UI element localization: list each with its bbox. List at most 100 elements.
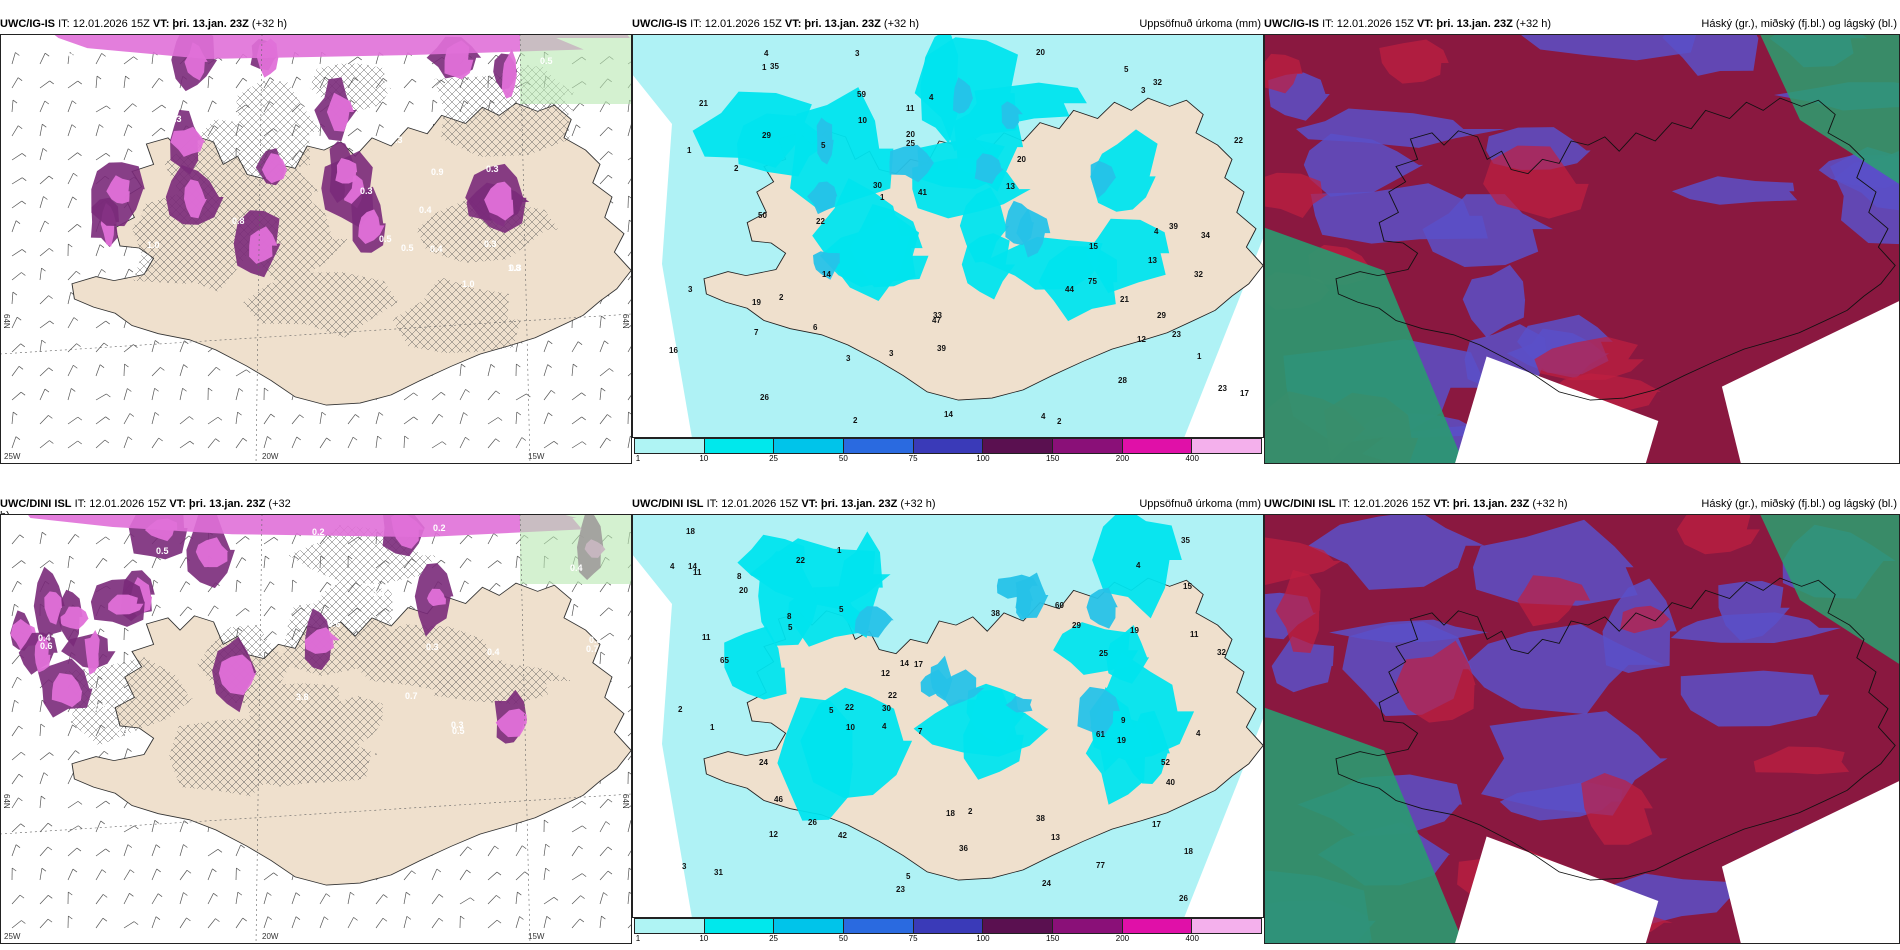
colorbar-swatch xyxy=(1192,439,1262,453)
cloud-value-label: 0.3 xyxy=(426,642,439,652)
precip-value-label: 12 xyxy=(1137,335,1146,344)
colorbar-label: 150 xyxy=(1045,454,1060,463)
field-description: Uppsöfnuð úrkoma (mm) xyxy=(1139,18,1261,30)
precip-value-label: 20 xyxy=(739,586,748,595)
valid-time-label: VT: xyxy=(1433,498,1450,510)
precip-value-label: 10 xyxy=(858,116,867,125)
precip-value-label: 16 xyxy=(669,346,678,355)
precip-value-label: 26 xyxy=(808,818,817,827)
cloud-value-label: 0.3 xyxy=(486,164,499,174)
precip-value-label: 28 xyxy=(1118,376,1127,385)
precip-value-label: 12 xyxy=(769,830,778,839)
colorbar-label: 200 xyxy=(1115,454,1130,463)
colorbar-label: 25 xyxy=(769,934,778,943)
precip-value-label: 2 xyxy=(678,705,683,714)
model-name: UWC/DINI ISL xyxy=(632,498,704,510)
precip-value-label: 42 xyxy=(838,831,847,840)
valid-time: þri. 13.jan. 23Z xyxy=(1452,498,1530,510)
cloud-value-label: 0.4 xyxy=(570,563,583,573)
colorbar-label: 50 xyxy=(838,934,848,943)
precip-value-label: 30 xyxy=(882,704,891,713)
precip-value-label: 18 xyxy=(946,809,955,818)
map-canvas xyxy=(1264,34,1900,464)
cloud-value-label: 0.4 xyxy=(430,244,443,254)
colorbar-label: 1 xyxy=(635,454,641,463)
map-canvas: 1417192212401718226561603826112377352938… xyxy=(632,514,1264,918)
precip-value-label: 60 xyxy=(1055,601,1064,610)
longitude-label: 20W xyxy=(262,452,279,461)
precip-value-label: 13 xyxy=(1148,256,1157,265)
precip-value-label: 7 xyxy=(918,727,923,736)
colorbar-swatch xyxy=(913,919,984,933)
cloud-value-label: 0.5 xyxy=(452,726,465,736)
colorbar-swatch xyxy=(704,919,775,933)
cloud-value-label: 0.2 xyxy=(433,523,446,533)
precip-value-label: 18 xyxy=(686,527,695,536)
lead-time: (+32 h) xyxy=(883,18,920,30)
precip-areas xyxy=(724,514,1195,821)
colorbar-swatch xyxy=(1122,919,1193,933)
valid-time-label: VT: xyxy=(801,498,818,510)
precip-value-label: 17 xyxy=(1240,389,1249,398)
latitude-label: 64N xyxy=(2,794,11,809)
colorbar-swatch xyxy=(635,919,705,933)
precip-value-label: 1 xyxy=(762,63,767,72)
cloud-value-label: 0.8 xyxy=(372,588,385,598)
precip-value-label: 38 xyxy=(1036,814,1045,823)
precip-value-label: 40 xyxy=(1166,778,1175,787)
precip-value-label: 32 xyxy=(1217,648,1226,657)
cloud-value-label: 0.3 xyxy=(509,263,522,273)
panel-title: UWC/IG-IS IT: 12.01.2026 15Z VT: þri. 13… xyxy=(632,14,919,34)
precip-value-label: 4 xyxy=(1041,412,1046,421)
precip-value-label: 52 xyxy=(1161,758,1170,767)
precip-value-label: 2 xyxy=(779,293,784,302)
init-time: IT: 12.01.2026 15Z xyxy=(706,498,799,510)
longitude-label: 15W xyxy=(528,452,545,461)
precip-value-label: 29 xyxy=(762,131,771,140)
map-canvas: 0.30.20.3 0.30.30.40.80.70.60.30.60.40.50… xyxy=(0,514,632,944)
panel-bottom-right: UWC/DINI ISL IT: 12.01.2026 15Z VT: þri.… xyxy=(1264,494,1900,944)
colorbar-swatch xyxy=(1192,919,1262,933)
precip-values: 1417192212401718226561603826112377352938… xyxy=(670,527,1226,903)
cloud-value-label: 0.5 xyxy=(540,56,553,66)
precip-value-label: 19 xyxy=(752,298,761,307)
cloud-value-label: 1.0 xyxy=(462,279,475,289)
panel-title: UWC/DINI ISL IT: 12.01.2026 15Z VT: þri.… xyxy=(1264,494,1568,514)
precip-value-label: 22 xyxy=(888,691,897,700)
precip-value-label: 11 xyxy=(1190,630,1199,639)
precip-value-label: 46 xyxy=(774,795,783,804)
precip-value-label: 26 xyxy=(760,393,769,402)
valid-time-label: VT: xyxy=(784,18,802,30)
latitude-label: 64N xyxy=(2,314,11,329)
precip-value-label: 26 xyxy=(1179,894,1188,903)
precip-value-label: 10 xyxy=(846,723,855,732)
valid-time-label: VT: xyxy=(152,18,170,30)
precip-value-label: 77 xyxy=(1096,861,1105,870)
cloud-value-label: 0.3 xyxy=(116,727,129,737)
precip-value-label: 12 xyxy=(881,669,890,678)
colorbar-label: 400 xyxy=(1185,454,1199,463)
longitude-label: 25W xyxy=(4,452,21,461)
model-name: UWC/DINI ISL xyxy=(1264,498,1336,510)
cloud-value-label: 0.7 xyxy=(405,691,418,701)
precip-value-label: 32 xyxy=(1153,78,1162,87)
precip-value-label: 3 xyxy=(889,349,894,358)
cloud-value-label: 0.2 xyxy=(312,527,325,537)
lead-time: (+32 h) xyxy=(251,18,288,30)
precip-value-label: 4 xyxy=(764,49,769,58)
colorbar-label: 100 xyxy=(976,934,990,943)
precip-value-label: 17 xyxy=(1152,820,1161,829)
colorbar-labels: 1 10 25 50 75 100 150 200 400 xyxy=(634,454,1262,464)
panel-title: UWC/IG-IS IT: 12.01.2026 15Z VT: þri. 13… xyxy=(0,14,287,34)
precip-value-label: 29 xyxy=(1157,311,1166,320)
valid-time: þri. 13.jan. 23Z xyxy=(172,18,249,30)
panel-header: UWC/DINI ISL IT: 12.01.2026 15Z VT: þri.… xyxy=(632,494,1264,514)
cloud-value-label: 0.4 xyxy=(38,633,51,643)
precip-value-label: 22 xyxy=(845,703,854,712)
cloud-areas xyxy=(10,514,632,744)
colorbar-label: 150 xyxy=(1045,934,1060,943)
precip-value-label: 31 xyxy=(714,868,723,877)
valid-time-label: VT: xyxy=(1416,18,1434,30)
valid-time: þri. 13.jan. 23Z xyxy=(820,498,898,510)
precip-value-label: 1 xyxy=(880,193,885,202)
